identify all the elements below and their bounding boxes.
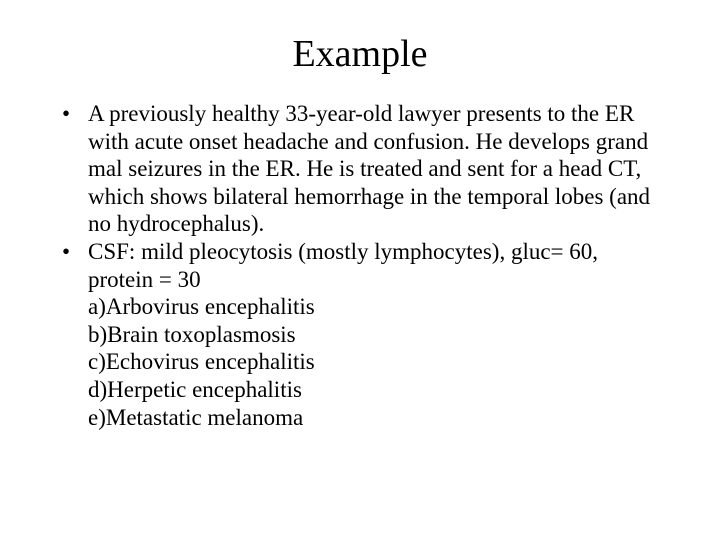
bullet-marker: •: [60, 238, 88, 293]
bullet-marker: •: [60, 100, 88, 238]
option-d: d)Herpetic encephalitis: [88, 376, 660, 404]
bullet-text: A previously healthy 33-year-old lawyer …: [88, 100, 660, 238]
bullet-item: • A previously healthy 33-year-old lawye…: [60, 100, 660, 238]
slide-title: Example: [60, 32, 660, 76]
bullet-text: CSF: mild pleocytosis (mostly lymphocyte…: [88, 238, 660, 293]
slide-content: • A previously healthy 33-year-old lawye…: [60, 100, 660, 431]
bullet-item: • CSF: mild pleocytosis (mostly lymphocy…: [60, 238, 660, 293]
option-a: a)Arbovirus encephalitis: [88, 293, 660, 321]
option-list: a)Arbovirus encephalitis b)Brain toxopla…: [88, 293, 660, 431]
option-b: b)Brain toxoplasmosis: [88, 321, 660, 349]
option-c: c)Echovirus encephalitis: [88, 348, 660, 376]
option-e: e)Metastatic melanoma: [88, 404, 660, 432]
